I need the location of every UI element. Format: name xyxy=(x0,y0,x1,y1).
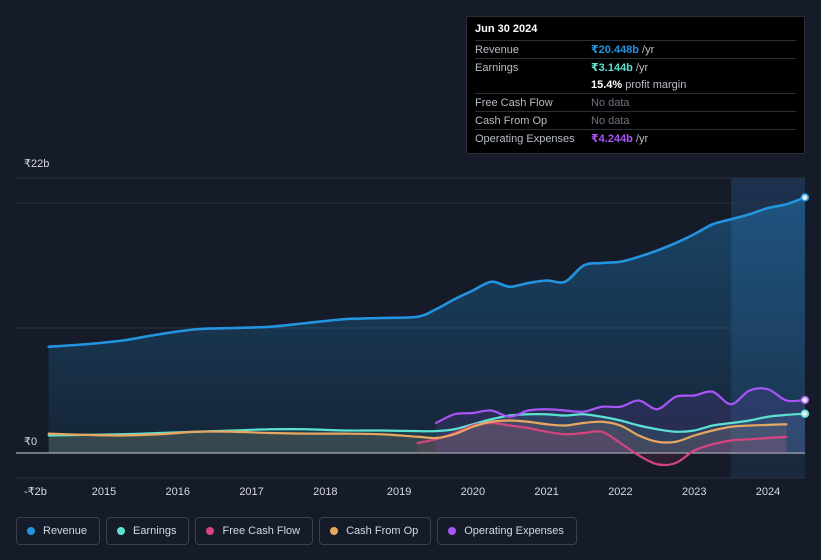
legend-dot-icon xyxy=(117,527,126,535)
tooltip-nodata: No data xyxy=(591,114,630,127)
operating-expenses-line xyxy=(434,387,806,425)
x-tick-label: 2024 xyxy=(756,486,780,498)
tooltip-row-operating-expenses: Operating Expenses ₹4.244b /yr xyxy=(475,129,796,147)
legend: Revenue Earnings Free Cash Flow Cash Fro… xyxy=(16,517,577,545)
revenue-end-marker xyxy=(800,193,810,202)
tooltip-row-free-cash-flow: Free Cash Flow No data xyxy=(475,93,796,111)
free-cash-flow-area xyxy=(417,423,787,465)
tooltip-row-cash-from-op: Cash From Op No data xyxy=(475,111,796,129)
legend-dot-icon xyxy=(27,527,35,535)
tooltip-row-revenue: Revenue ₹20.448b /yr xyxy=(475,40,796,58)
x-tick-label: 2016 xyxy=(166,486,190,498)
tooltip-unit: profit margin xyxy=(625,78,687,91)
legend-item-earnings[interactable]: Earnings xyxy=(106,517,190,545)
y-tick-label: ₹22b xyxy=(24,158,49,170)
legend-label: Free Cash Flow xyxy=(222,525,301,537)
legend-item-operating-expenses[interactable]: Operating Expenses xyxy=(437,517,577,545)
legend-item-cash-from-op[interactable]: Cash From Op xyxy=(319,517,432,545)
tooltip-unit: /yr xyxy=(642,43,655,56)
series-areas xyxy=(48,197,805,465)
y-tick-label: ₹0 xyxy=(24,436,37,448)
tooltip-nodata: No data xyxy=(591,96,630,109)
x-tick-label: 2017 xyxy=(239,486,263,498)
legend-label: Cash From Op xyxy=(346,525,419,537)
axis-labels: ₹22b ₹0 -₹2b 2015 2016 2017 2018 2019 2020 2021 20… xyxy=(24,158,780,498)
tooltip-label: Operating Expenses xyxy=(475,132,575,145)
x-tick-label: 2020 xyxy=(461,486,485,498)
legend-label: Operating Expenses xyxy=(464,525,564,537)
tooltip-unit: /yr xyxy=(635,132,649,145)
tooltip-label: Free Cash Flow xyxy=(475,96,553,109)
tooltip-unit: /yr xyxy=(635,61,649,74)
tooltip-label: Earnings xyxy=(475,61,519,74)
tooltip-value: 15.4% xyxy=(591,78,623,91)
earnings-end-marker xyxy=(800,409,810,418)
tooltip: Jun 30 2024 Revenue ₹20.448b /yr Earning… xyxy=(466,16,805,154)
tooltip-date: Jun 30 2024 xyxy=(475,23,538,35)
revenue-line xyxy=(47,196,807,349)
x-tick-label: 2023 xyxy=(682,486,706,498)
legend-label: Revenue xyxy=(43,525,88,537)
cash-from-op-line xyxy=(47,419,788,444)
tooltip-label: Cash From Op xyxy=(475,114,548,127)
legend-item-revenue[interactable]: Revenue xyxy=(16,517,101,545)
tooltip-label: Revenue xyxy=(475,43,520,56)
legend-dot-icon xyxy=(330,527,339,535)
tooltip-value: ₹20.448b xyxy=(591,44,640,56)
operating-expenses-end-marker xyxy=(800,395,810,405)
legend-label: Earnings xyxy=(133,525,177,537)
x-tick-label: 2015 xyxy=(92,486,116,498)
x-tick-label: 2022 xyxy=(608,486,632,498)
y-tick-label: -₹2b xyxy=(24,486,47,498)
revenue-area xyxy=(48,197,805,453)
x-tick-label: 2018 xyxy=(313,486,337,498)
series-end-markers xyxy=(800,193,810,418)
series-lines xyxy=(47,196,807,467)
x-tick-label: 2021 xyxy=(534,486,558,498)
legend-item-free-cash-flow[interactable]: Free Cash Flow xyxy=(195,517,314,545)
x-tick-label: 2019 xyxy=(387,486,411,498)
legend-dot-icon xyxy=(448,527,457,535)
tooltip-value: ₹4.244b xyxy=(591,133,633,145)
tooltip-row-earnings: Earnings ₹3.144b /yr xyxy=(475,58,796,76)
tooltip-value: ₹3.144b xyxy=(591,62,633,74)
legend-dot-icon xyxy=(206,527,215,535)
tooltip-row-profit-margin: 15.4% profit margin xyxy=(475,76,796,93)
